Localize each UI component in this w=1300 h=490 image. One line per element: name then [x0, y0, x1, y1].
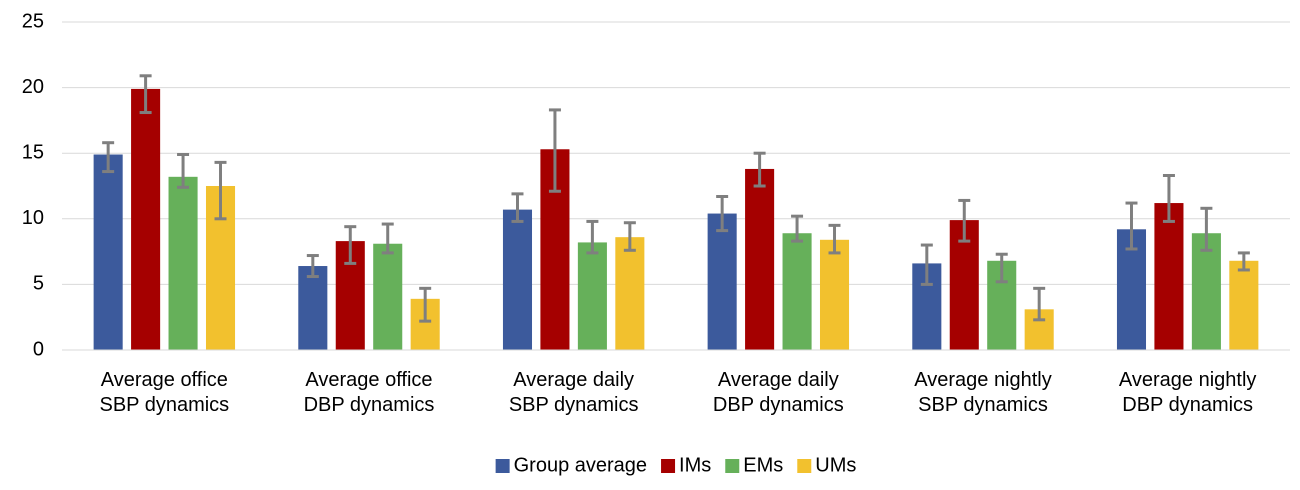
y-tick-label: 25	[22, 10, 44, 32]
x-tick-label: Average nightly SBP dynamics	[914, 369, 1052, 416]
error-bar	[791, 214, 804, 243]
error-bar	[381, 222, 394, 255]
bar	[502, 209, 533, 350]
x-label-box: Average office SBP dynamics	[99, 369, 230, 416]
legend-label: Group average	[514, 454, 647, 476]
error-bar	[139, 74, 152, 115]
bar	[707, 213, 737, 350]
x-label-box: Average daily DBP dynamics	[712, 369, 844, 416]
bar	[782, 233, 812, 350]
x-label-box: Average nightly DBP dynamics	[1118, 369, 1257, 416]
bar	[577, 242, 607, 350]
bar	[615, 237, 645, 350]
error-bar	[1237, 251, 1250, 272]
x-tick-label: Average daily DBP dynamics	[712, 369, 844, 416]
legend-swatch	[725, 459, 740, 473]
x-tick-label: Average daily SBP dynamics	[508, 369, 639, 416]
x-label-box: Average office DBP dynamics	[303, 369, 435, 416]
bar	[298, 266, 328, 350]
error-bar	[1125, 201, 1138, 251]
error-bar	[828, 223, 841, 255]
x-label-box: Average daily SBP dynamics	[508, 369, 639, 416]
legend-label: IMs	[679, 454, 711, 476]
error-bar	[1033, 286, 1046, 322]
error-bar	[586, 219, 599, 255]
error-bar	[753, 151, 766, 188]
error-bar	[1162, 174, 1175, 223]
bar	[168, 176, 198, 350]
x-label-box: Average nightly SBP dynamics	[914, 369, 1052, 416]
bar	[1191, 233, 1221, 350]
bar	[373, 243, 403, 350]
bar	[1154, 203, 1184, 350]
y-tick-label: 0	[33, 338, 44, 360]
bar	[131, 88, 161, 351]
legend-label: EMs	[743, 454, 783, 476]
error-bar	[958, 198, 971, 243]
legend: Group average IMs EMs UMs	[495, 454, 856, 476]
bar	[745, 168, 775, 350]
x-tick-label: Average office DBP dynamics	[303, 369, 435, 416]
bar	[93, 154, 123, 350]
y-tick-label: 15	[22, 141, 44, 163]
x-tick-label: Average nightly DBP dynamics	[1118, 369, 1257, 416]
error-bar	[214, 160, 227, 221]
legend-swatch	[661, 459, 676, 473]
error-bar	[995, 252, 1008, 284]
error-bar	[419, 286, 432, 323]
error-bar	[716, 194, 729, 233]
bar	[1229, 260, 1259, 350]
error-bar	[920, 243, 933, 286]
error-bar	[623, 221, 636, 252]
legend-swatch	[495, 459, 510, 473]
error-bar	[177, 153, 190, 189]
error-bar	[306, 254, 319, 279]
error-bar	[1200, 206, 1213, 252]
error-bar	[511, 192, 524, 223]
error-bar	[344, 225, 357, 265]
y-tick-label: 20	[22, 76, 44, 98]
bar	[819, 239, 850, 350]
legend-label: UMs	[815, 454, 856, 476]
x-tick-label: Average office SBP dynamics	[99, 369, 230, 416]
y-tick-label: 5	[33, 273, 44, 295]
y-tick-label: 10	[22, 207, 44, 229]
error-bar	[548, 108, 561, 193]
error-bar	[102, 141, 115, 174]
legend-swatch	[797, 459, 812, 473]
